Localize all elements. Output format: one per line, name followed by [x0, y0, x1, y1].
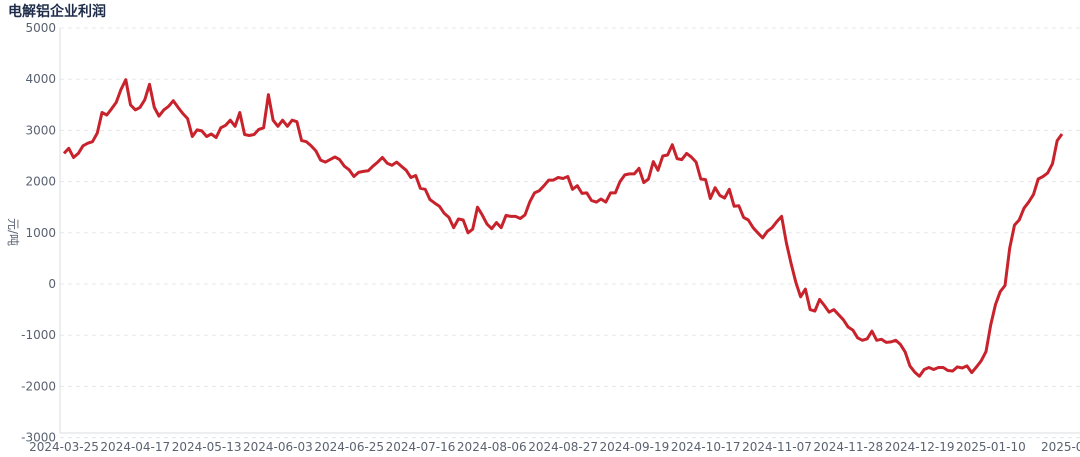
y-axis-ticks: 5000 4000 3000 2000 1000 0 -1000 -2000 -3000	[21, 21, 56, 445]
x-tick-label: 2024-09-19	[600, 440, 670, 454]
y-tick-label: 1000	[25, 226, 56, 240]
x-tick-label: 2024-08-27	[528, 440, 598, 454]
series-group	[62, 78, 1064, 378]
x-tick-label: 2024-08-06	[457, 440, 527, 454]
y-tick-label: 5000	[25, 21, 56, 35]
x-tick-label: 2024-11-28	[813, 440, 883, 454]
x-tick-label: 2025-0	[1041, 440, 1080, 454]
x-tick-label: 2024-03-25	[29, 440, 99, 454]
chart-title: 电解铝企业利润	[8, 4, 106, 20]
x-tick-label: 2024-10-17	[671, 440, 741, 454]
y-axis-label: 元/吨	[6, 218, 20, 246]
x-tick-label: 2025-01-10	[956, 440, 1026, 454]
x-tick-label: 2024-11-07	[742, 440, 812, 454]
y-tick-label: 4000	[25, 72, 56, 86]
profit-line	[62, 78, 1064, 378]
y-tick-label: -3000	[21, 431, 56, 445]
y-tick-label: -2000	[21, 379, 56, 393]
x-tick-label: 2024-07-16	[386, 440, 456, 454]
x-tick-label: 2024-04-17	[100, 440, 170, 454]
x-tick-label: 2024-06-03	[243, 440, 313, 454]
y-tick-label: -1000	[21, 328, 56, 342]
x-tick-label: 2024-12-19	[885, 440, 955, 454]
y-tick-label: 0	[48, 277, 56, 291]
gridlines	[60, 27, 1080, 439]
x-axis-ticks: 2024-03-25 2024-04-17 2024-05-13 2024-06-03…	[29, 440, 1080, 454]
y-tick-label: 3000	[25, 123, 56, 137]
x-tick-label: 2024-06-25	[314, 440, 384, 454]
x-tick-label: 2024-05-13	[172, 440, 242, 454]
y-tick-label: 2000	[25, 175, 56, 189]
